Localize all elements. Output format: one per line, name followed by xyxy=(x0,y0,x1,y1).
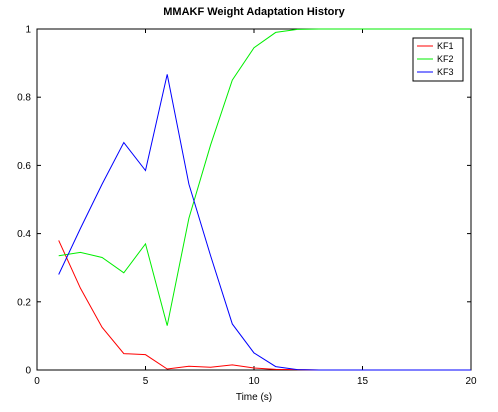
legend: KF1 KF2 KF3 xyxy=(412,37,464,82)
x-tick-label: 20 xyxy=(465,376,477,387)
x-tick-label: 5 xyxy=(143,376,149,387)
plot-frame xyxy=(36,28,472,371)
y-tick-label: 0.2 xyxy=(17,297,31,308)
y-tick-label: 0.6 xyxy=(17,161,31,172)
series-line-kf1 xyxy=(58,240,471,371)
chart-title: MMAKF Weight Adaptation History xyxy=(163,6,345,18)
legend-label-kf1: KF1 xyxy=(437,41,454,51)
series-line-kf3 xyxy=(58,74,471,371)
legend-label-kf3: KF3 xyxy=(437,67,454,77)
x-tick-label: 15 xyxy=(357,376,369,387)
y-tick-label: 0.4 xyxy=(17,229,31,240)
legend-label-kf2: KF2 xyxy=(437,54,454,64)
y-tick-label: 1 xyxy=(25,25,31,36)
y-tick-label: 0 xyxy=(25,366,31,377)
x-tick-label: 0 xyxy=(34,376,40,387)
x-tick-label: 10 xyxy=(248,376,260,387)
y-tick-label: 0.8 xyxy=(17,93,31,104)
x-axis-title: Time (s) xyxy=(236,392,272,403)
series-line-kf2 xyxy=(58,28,471,326)
plot-area: 0 5 10 15 20 0 0.2 0.4 0.6 0.8 1 xyxy=(17,25,477,388)
